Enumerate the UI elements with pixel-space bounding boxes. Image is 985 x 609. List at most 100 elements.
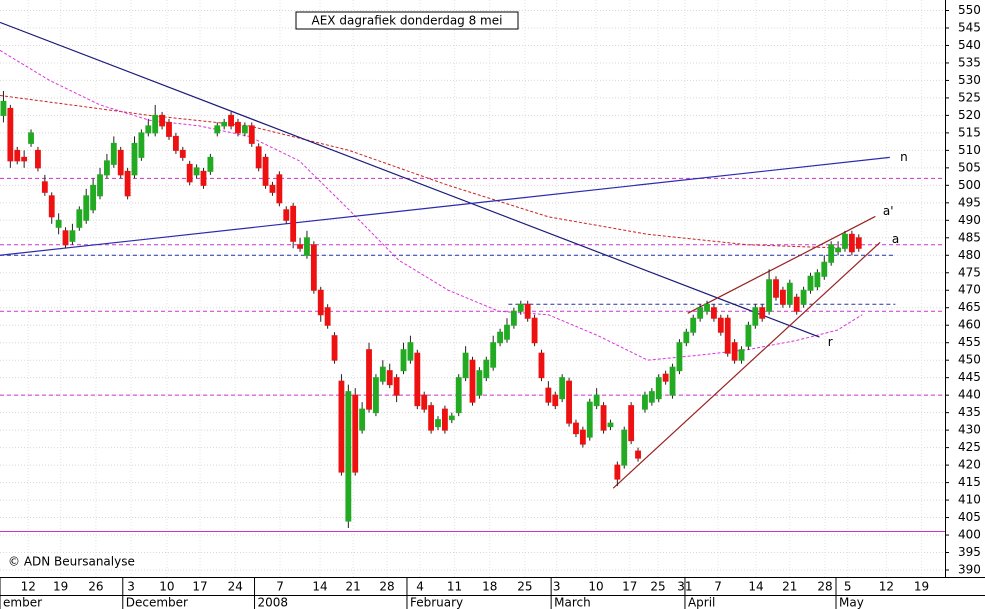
y-tick-label: 545 <box>958 20 981 34</box>
y-tick-label: 515 <box>958 125 981 139</box>
candle-body <box>359 408 366 431</box>
x-tick-label: 25 <box>517 580 532 594</box>
candle-body <box>476 370 483 396</box>
candle-body <box>821 261 828 277</box>
candle-body <box>462 352 469 379</box>
candle-body <box>345 391 352 522</box>
candle-body <box>414 352 421 407</box>
candle-body <box>400 349 407 372</box>
x-tick-label: 3 <box>127 580 135 594</box>
candle-body <box>717 317 724 333</box>
candle-body <box>779 289 786 305</box>
candle-body <box>290 205 297 242</box>
month-label: ember <box>3 596 42 609</box>
candle-body <box>41 181 48 193</box>
candle-body <box>800 289 807 305</box>
y-tick-label: 485 <box>958 230 981 244</box>
candle-body <box>600 405 607 431</box>
candle-body <box>269 184 276 193</box>
candle-body <box>593 394 600 407</box>
candle-body <box>331 335 338 361</box>
candle-body <box>538 352 545 379</box>
candle-body <box>373 377 379 414</box>
candle-body <box>848 233 855 253</box>
candle-body <box>21 156 28 162</box>
y-tick-label: 415 <box>958 475 981 489</box>
month-label: March <box>554 596 591 609</box>
candle-body <box>435 419 441 428</box>
candle-body <box>759 307 766 319</box>
candle-body <box>752 307 759 326</box>
candle-body <box>83 195 90 221</box>
candle-body <box>842 233 848 249</box>
x-tick-label: 10 <box>588 580 603 594</box>
x-tick-label: 10 <box>159 580 174 594</box>
x-tick-label: 7 <box>276 580 284 594</box>
candle-body <box>262 156 269 186</box>
x-tick-label: 7 <box>714 580 722 594</box>
candle-body <box>110 142 117 165</box>
candle-body <box>131 142 138 176</box>
candle-body <box>0 100 7 116</box>
candle-body <box>614 464 621 480</box>
y-tick-label: 540 <box>958 38 981 52</box>
candle-body <box>407 342 414 361</box>
candle-body <box>483 359 490 379</box>
y-tick-label: 475 <box>958 265 981 279</box>
candle-body <box>642 394 648 410</box>
month-label: May <box>839 596 864 609</box>
candle-body <box>317 289 324 316</box>
candle-body <box>145 125 152 134</box>
x-tick-label: 18 <box>482 580 497 594</box>
x-tick-label: 28 <box>379 580 394 594</box>
x-tick-label: 28 <box>817 580 832 594</box>
y-tick-label: 495 <box>958 195 981 209</box>
candle-body <box>807 275 814 291</box>
y-tick-label: 550 <box>958 3 981 17</box>
candle-body <box>283 209 290 221</box>
annotation: r <box>828 335 833 349</box>
x-tick-label: 11 <box>447 580 462 594</box>
candle-body <box>835 247 841 253</box>
y-tick-label: 390 <box>958 563 981 577</box>
candle-body <box>124 170 131 197</box>
candle-body <box>559 377 566 400</box>
candle-body <box>738 349 745 361</box>
candle-body <box>386 370 393 386</box>
candle-body <box>138 132 145 158</box>
month-label: April <box>688 596 715 609</box>
candle-body <box>469 359 476 403</box>
candle-body <box>704 303 710 312</box>
y-tick-label: 440 <box>958 388 981 402</box>
candle-body <box>48 195 55 218</box>
y-tick-label: 425 <box>958 440 981 454</box>
candle-body <box>186 163 193 183</box>
x-tick-label: 5 <box>844 580 852 594</box>
candle-body <box>786 282 793 305</box>
candle-body <box>504 324 510 340</box>
y-tick-label: 470 <box>958 283 981 297</box>
copyright: © ADN Beursanalyse <box>8 555 135 569</box>
candle-body <box>255 146 262 169</box>
candle-body <box>766 279 773 312</box>
candle-body <box>524 303 531 319</box>
candle-body <box>235 121 241 134</box>
x-tick-label: 17 <box>192 580 207 594</box>
x-tick-label: 3 <box>553 580 561 594</box>
y-tick-label: 445 <box>958 370 981 384</box>
chart-title: AEX dagrafiek donderdag 8 mei <box>312 14 503 28</box>
candle-body <box>200 170 207 186</box>
candle-body <box>573 422 579 435</box>
x-tick-label: 14 <box>748 580 763 594</box>
plot-area: n a' a r <box>0 0 945 577</box>
y-tick-label: 410 <box>958 493 981 507</box>
candle-body <box>338 380 345 473</box>
y-tick-label: 405 <box>958 510 981 524</box>
candle-body <box>7 107 14 162</box>
candle-body <box>441 408 448 431</box>
candle-body <box>228 114 234 127</box>
candle-body <box>166 121 172 137</box>
candle-body <box>152 114 159 134</box>
